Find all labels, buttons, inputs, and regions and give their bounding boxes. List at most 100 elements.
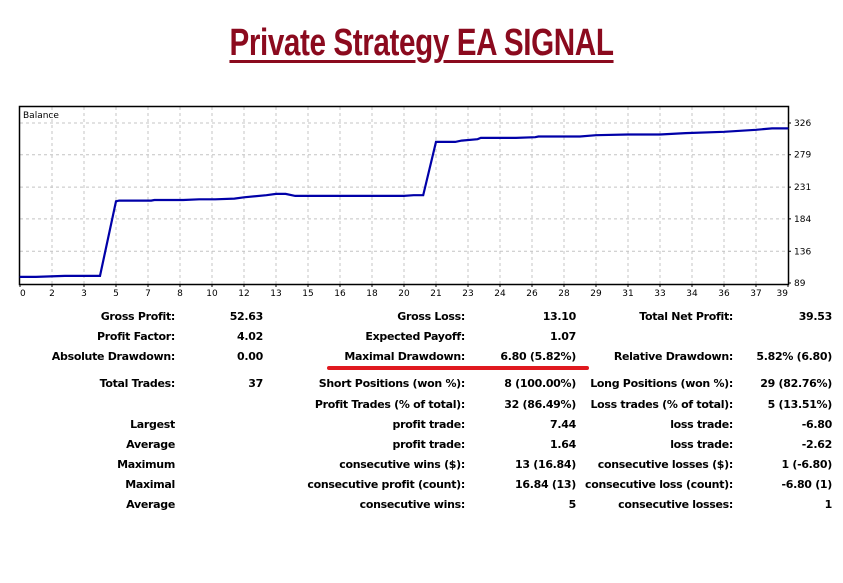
stat-value: 8 (100.00%)	[504, 377, 576, 390]
balance-point	[233, 198, 235, 200]
stat-label: Maximal	[125, 478, 175, 491]
stat-value: 6.80 (5.82%)	[500, 350, 576, 363]
x-tick-label: 26	[526, 289, 538, 299]
y-axis: 89 136 184 231 279 326	[788, 119, 811, 289]
stat-label: consecutive losses ($):	[597, 458, 734, 471]
balance-point	[265, 194, 267, 196]
x-tick-label: 15	[302, 289, 313, 299]
balance-point	[537, 135, 540, 138]
stat-label: Short Positions (won %):	[318, 377, 466, 390]
balance-point	[115, 200, 117, 202]
stat-label: consecutive profit (count):	[307, 478, 465, 491]
balance-point	[64, 275, 66, 277]
balance-point	[534, 136, 536, 138]
x-tick-label: 8	[177, 289, 183, 299]
stat-label: Profit Factor:	[97, 330, 175, 343]
x-tick-label: 21	[430, 289, 441, 299]
x-tick-label: 34	[686, 289, 698, 299]
x-tick-label: 0	[20, 289, 26, 299]
balance-point	[307, 195, 309, 197]
x-tick-label: 39	[777, 289, 789, 299]
balance-point	[595, 134, 597, 136]
balance-point	[461, 139, 463, 142]
y-tick-label: 184	[794, 215, 811, 225]
stat-label: Maximal Drawdown:	[344, 350, 465, 363]
balance-point	[413, 194, 415, 196]
stat-value: 16.84 (13)	[515, 478, 576, 491]
stat-label: loss trade:	[670, 438, 733, 451]
balance-points	[19, 127, 789, 278]
stat-label: Maximum	[117, 458, 175, 471]
x-tick-label: 13	[270, 289, 281, 299]
stat-label: Total Net Profit:	[639, 310, 733, 323]
balance-point	[477, 138, 479, 140]
x-tick-label: 20	[398, 289, 410, 299]
stat-label: profit trade:	[392, 438, 466, 451]
x-tick-label: 2	[49, 289, 55, 299]
stat-value: 1 (-6.80)	[781, 458, 832, 471]
stat-label: Total Trades:	[99, 377, 176, 390]
balance-point	[35, 276, 37, 278]
stat-label: Average	[126, 438, 175, 451]
stat-label: Relative Drawdown:	[613, 350, 733, 363]
stat-value: 13.10	[542, 310, 577, 323]
stat-label: consecutive losses:	[618, 498, 733, 511]
balance-point	[499, 137, 501, 139]
balance-point	[755, 129, 757, 131]
y-tick-label: 231	[794, 183, 811, 193]
balance-point	[96, 275, 98, 277]
balance-point	[435, 141, 437, 143]
stat-value: 52.63	[229, 310, 264, 323]
balance-point	[275, 193, 277, 195]
stat-label: Average	[126, 498, 175, 511]
stat-label: Gross Loss:	[397, 310, 465, 323]
stat-label: Expected Payoff:	[365, 330, 465, 343]
stat-value: 32 (86.49%)	[504, 398, 576, 411]
y-tick-label: 89	[794, 279, 806, 289]
balance-point	[579, 135, 581, 138]
stat-label: Largest	[130, 418, 175, 431]
balance-point	[787, 127, 789, 130]
page-title: Private Strategy EA SIGNAL	[93, 22, 751, 65]
balance-point	[627, 133, 629, 136]
stat-value: 1.64	[550, 438, 576, 451]
stat-value: -2.62	[801, 438, 833, 451]
x-tick-label: 5	[113, 289, 119, 299]
x-tick-label: 37	[750, 289, 761, 299]
balance-point	[659, 133, 661, 136]
balance-point	[285, 193, 287, 195]
y-tick-label: 136	[794, 247, 811, 257]
stat-value: 0.00	[237, 350, 263, 363]
stat-value: -6.80 (1)	[781, 478, 832, 491]
stat-label: Gross Profit:	[100, 310, 176, 323]
chart-title: Balance	[23, 111, 59, 121]
stat-value: -6.80	[801, 418, 833, 431]
stat-label: profit trade:	[392, 418, 466, 431]
balance-point	[723, 131, 725, 133]
x-tick-label: 3	[81, 289, 87, 299]
x-tick-label: 24	[494, 289, 506, 299]
x-tick-label: 23	[462, 289, 473, 299]
balance-point	[403, 195, 405, 197]
chart-grid	[20, 107, 788, 284]
balance-point	[454, 141, 456, 143]
stat-label: loss trade:	[670, 418, 733, 431]
stat-value: 39.53	[798, 310, 833, 323]
x-tick-label: 31	[622, 289, 633, 299]
stat-label: consecutive wins:	[359, 498, 466, 511]
stat-label: Loss trades (% of total):	[590, 398, 733, 411]
x-tick-label: 16	[334, 289, 346, 299]
balance-point	[294, 195, 296, 197]
x-tick-label: 12	[238, 289, 249, 299]
stat-label: consecutive loss (count):	[585, 478, 733, 491]
maximal-drawdown-highlight	[327, 366, 589, 370]
balance-point	[153, 199, 155, 201]
balance-point	[214, 198, 216, 200]
stat-value: 5.82% (6.80)	[756, 350, 832, 363]
stat-value: 37	[248, 377, 263, 390]
stat-value: 1	[824, 498, 833, 511]
x-tick-label: 29	[590, 289, 602, 299]
stat-value: 7.44	[550, 418, 576, 431]
balance-point	[297, 195, 299, 197]
